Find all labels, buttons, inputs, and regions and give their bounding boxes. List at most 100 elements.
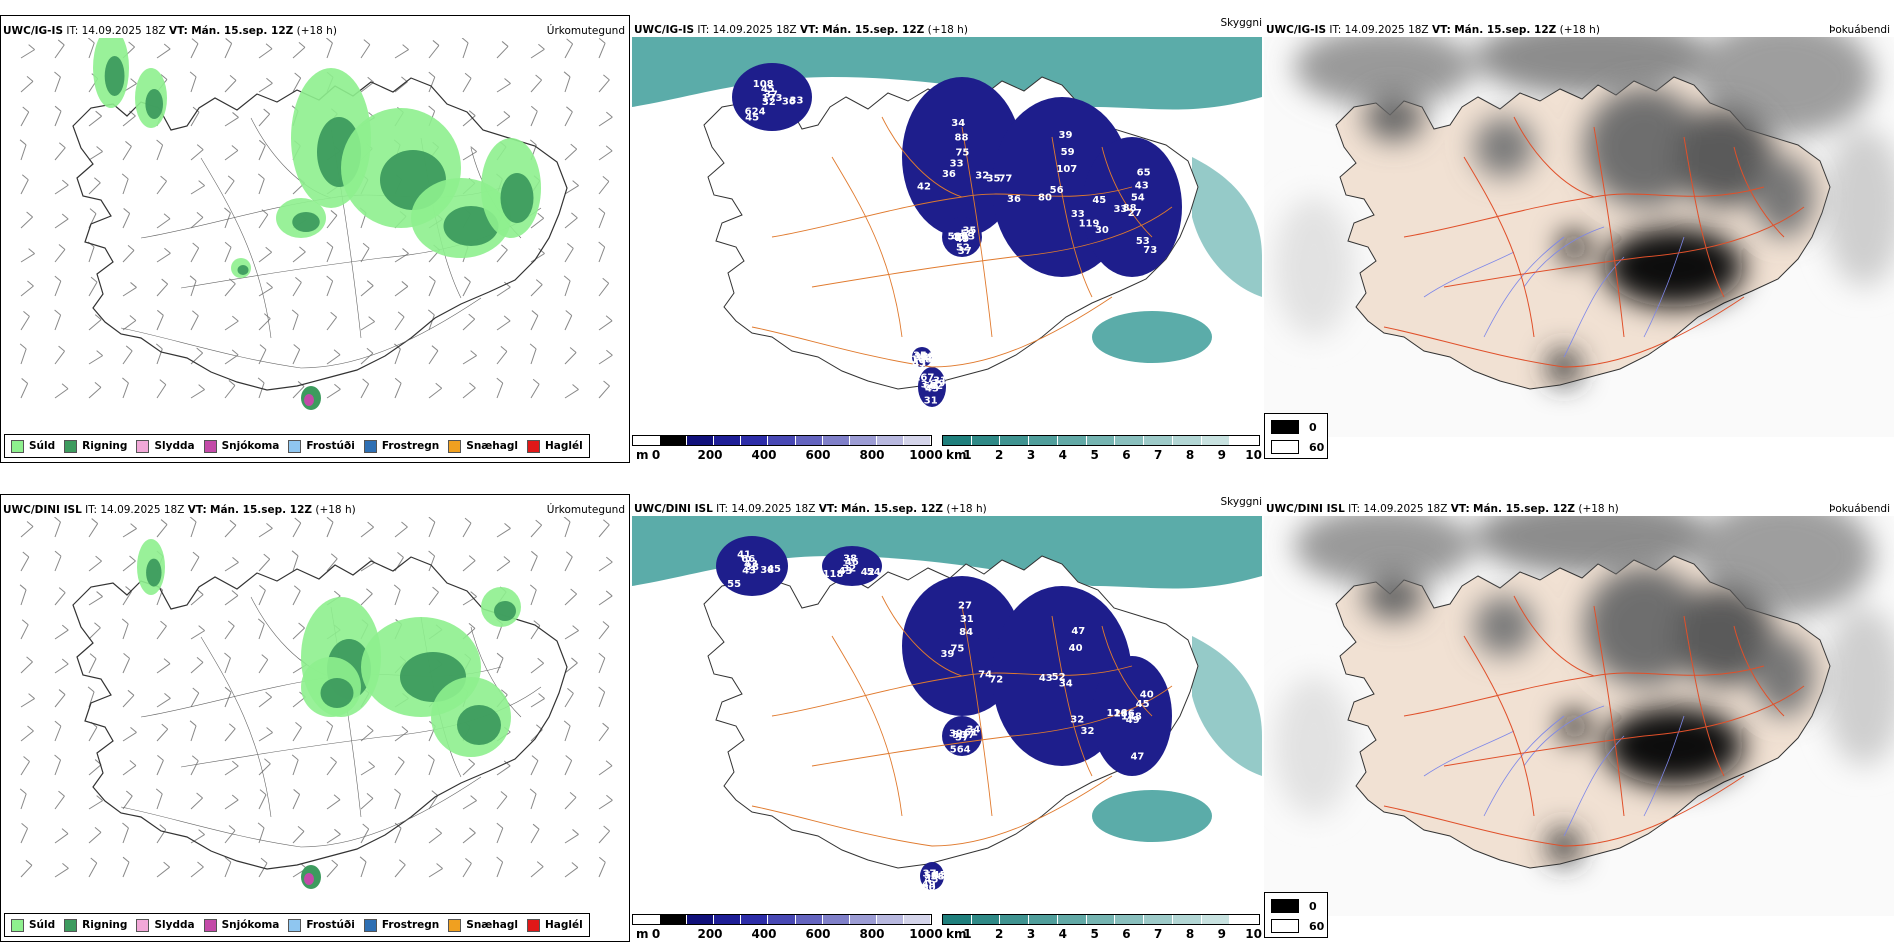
cloud-base-label: 60	[922, 882, 936, 893]
cloud-base-label: 36	[1007, 194, 1021, 205]
legend-swatch	[136, 918, 150, 932]
legend-swatch	[526, 439, 540, 453]
fog-swatch	[1271, 420, 1299, 434]
colorbar-tick: 4	[1058, 927, 1068, 941]
panel-tag: Úrkomutegund	[546, 504, 625, 516]
cloud-base-label: 45	[925, 874, 939, 885]
cloud-base-label: 27	[1128, 208, 1142, 219]
legend-label: Súld	[29, 440, 56, 452]
fog-legend-row: 0	[1271, 899, 1327, 913]
cloud-base-label: 35	[987, 174, 1001, 185]
cloud-base-label: 54	[1131, 192, 1145, 203]
cloud-base-label: 45	[767, 564, 781, 575]
ceiling-colorbar: m 0 200 400 600 800 1000	[632, 435, 943, 469]
cloud-base-label: 36	[942, 169, 956, 180]
cloud-base-label: 38	[760, 565, 774, 576]
colorbar-tick: 2	[995, 927, 1004, 941]
colorbar-tick: 400	[751, 448, 777, 462]
colorbar-tick: 8	[1185, 448, 1195, 462]
legend-swatch	[288, 439, 302, 453]
panel-tag: Þokuábendi	[1829, 24, 1890, 36]
visibility-labels: km 1 2 3 4 5 6 7 8 9 10	[942, 448, 1262, 462]
visibility-strip	[942, 914, 1260, 925]
colorbar-tick: 9	[1217, 448, 1227, 462]
colorbar-tick: 1	[963, 448, 972, 462]
fog-legend-row: 60	[1271, 440, 1327, 454]
cloud-base-label: 65	[1137, 167, 1151, 178]
cloud-base-label: 108	[911, 355, 932, 366]
cloud-base-label: 31	[933, 376, 947, 387]
legend-label: Rigning	[82, 440, 128, 452]
colorbar-tick: 400	[751, 927, 777, 941]
legend-item: Súld	[11, 918, 56, 932]
precip-legend: Súld Rigning Slydda Snjókoma Frostúði Frostre…	[4, 434, 590, 458]
cloud-base-label: 31	[960, 614, 974, 625]
cloud-base-label: 64	[923, 381, 937, 392]
visibility-colorbar: km 1 2 3 4 5 6 7 8 9 10	[942, 914, 1262, 948]
colorbar-tick: 5	[1090, 448, 1099, 462]
cloud-base-label: 43	[1039, 673, 1053, 684]
cloud-base-label: 37	[958, 246, 972, 257]
precip-map	[19, 38, 613, 410]
cloud-base-label: 58	[931, 871, 945, 882]
precip-map	[19, 517, 613, 889]
colorbar-tick: 200	[697, 448, 723, 462]
cloud-base-label: 564	[950, 745, 971, 756]
cloud-base-label: 75	[955, 147, 969, 158]
panel-title: UWC/DINI ISL IT: 14.09.2025 18Z VT: Mán.…	[3, 504, 356, 516]
colorbar-unit: km	[946, 927, 967, 941]
cloud-base-label: 118	[823, 569, 844, 580]
colorbar-tick: 200	[697, 927, 723, 941]
colorbar-tick: 10	[1245, 927, 1262, 941]
cloud-base-label: 42	[861, 567, 875, 578]
colorbar-tick: 0	[651, 448, 661, 462]
cloud-base-label: 27	[958, 601, 972, 612]
cloud-base-label: 43	[925, 384, 939, 395]
cloud-base-label: 34	[951, 118, 965, 129]
colorbar-tick: 8	[1185, 927, 1195, 941]
colorbar-unit: km	[946, 448, 967, 462]
cloud-base-label: 53	[1136, 236, 1150, 247]
cloud-base-label: 148	[1121, 712, 1142, 723]
cloud-base-label: 36	[782, 96, 796, 107]
legend-label: Haglél	[544, 440, 583, 452]
cloud-base-label: 47	[1130, 752, 1144, 763]
legend-swatch	[203, 439, 217, 453]
panel-title: UWC/DINI ISL IT: 14.09.2025 18Z VT: Mán.…	[634, 503, 987, 515]
legend-item: Snjókoma	[203, 918, 279, 932]
panel-title: UWC/DINI ISL IT: 14.09.2025 18Z VT: Mán.…	[1266, 503, 1619, 515]
cloud-base-label: 59	[1061, 147, 1075, 158]
fog-swatch	[1271, 899, 1299, 913]
cloud-base-label: 66	[741, 554, 755, 565]
cloud-base-label: 43	[912, 358, 926, 369]
legend-swatch	[11, 918, 24, 932]
fog-legend-value: 60	[1309, 440, 1325, 454]
cloud-base-label: 45	[761, 84, 775, 95]
ceiling-strip	[632, 435, 932, 446]
colorbar-tick: 6	[1122, 927, 1131, 941]
colorbar-tick: 600	[805, 927, 831, 941]
fog-swatch	[1271, 440, 1299, 454]
legend-label: Súld	[29, 919, 56, 931]
legend-swatch	[448, 918, 462, 932]
colorbar-tick: 1000	[909, 448, 943, 462]
cloud-base-label: 31	[924, 396, 938, 407]
legend-item: Rigning	[64, 439, 128, 453]
cloud-base-label: 62	[929, 381, 943, 392]
cloud-base-label: 43	[744, 559, 758, 570]
colorbar-unit: m	[636, 927, 649, 941]
legend-label: Snjókoma	[221, 440, 280, 452]
cloud-base-label: 58	[924, 870, 938, 881]
panel-tag: Þokuábendi	[1829, 503, 1890, 515]
legend-item: Slydda	[136, 439, 195, 453]
fog-legend-value: 0	[1309, 420, 1317, 434]
legend-swatch	[64, 918, 78, 932]
cloud-panel-bottom: UWC/DINI ISL IT: 14.09.2025 18Z VT: Mán.…	[632, 494, 1262, 944]
cloud-base-label: 103	[954, 231, 975, 242]
cloud-base-label: 45	[1092, 195, 1106, 206]
panel-title: UWC/IG-IS IT: 14.09.2025 18Z VT: Mán. 15…	[634, 24, 968, 36]
precip-legend: Súld Rigning Slydda Snjókoma Frostúði Frostre…	[4, 913, 590, 937]
cloud-base-label: 32	[1070, 715, 1084, 726]
cloud-base-label: 624	[745, 106, 766, 117]
